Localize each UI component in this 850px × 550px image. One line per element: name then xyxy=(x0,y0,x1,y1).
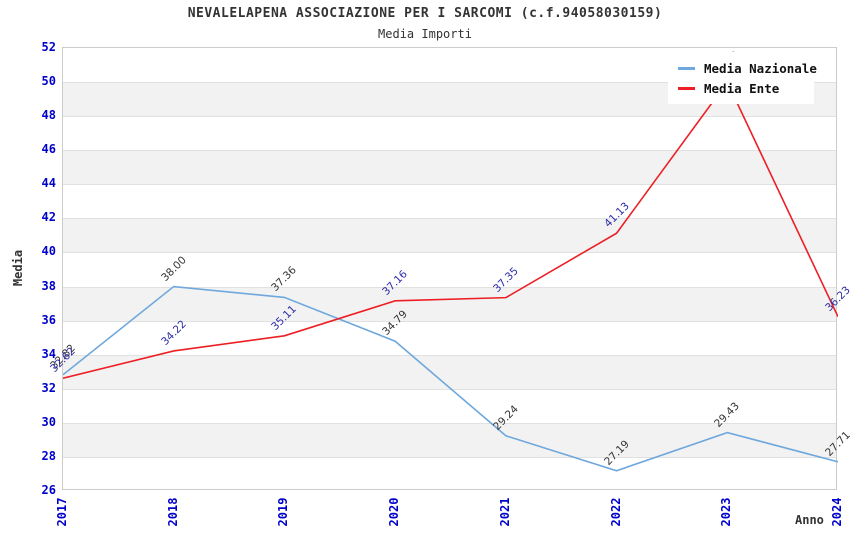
gridline xyxy=(63,150,836,152)
gridline xyxy=(63,82,836,84)
x-tick-label: 2024 xyxy=(830,497,844,527)
x-tick-label: 2021 xyxy=(497,497,512,527)
x-tick-label: 2022 xyxy=(608,497,623,527)
legend-item-media-nazionale: Media Nazionale xyxy=(678,58,817,78)
y-tick-label: 40 xyxy=(41,244,56,259)
gridline xyxy=(63,456,836,458)
chart-title: NEVALELAPENA ASSOCIAZIONE PER I SARCOMI … xyxy=(187,6,663,21)
gridline xyxy=(63,286,836,288)
legend: Media Nazionale Media Ente xyxy=(668,52,817,104)
plot-band xyxy=(63,354,836,389)
y-tick-label: 28 xyxy=(41,448,56,463)
media-ente-line-swatch-icon xyxy=(678,86,695,90)
gridline xyxy=(63,218,836,220)
y-tick-label: 42 xyxy=(41,210,56,225)
y-tick-label: 36 xyxy=(41,312,56,327)
series-line-media-ente xyxy=(63,80,838,379)
series-lines xyxy=(63,80,838,472)
y-tick-label: 38 xyxy=(41,278,56,293)
series-line-media-nazionale xyxy=(63,285,838,472)
x-tick-label: 2020 xyxy=(387,497,402,527)
plot-area xyxy=(62,47,838,490)
plot-band xyxy=(63,150,836,185)
x-tick-label: 2019 xyxy=(276,497,291,527)
y-tick-label: 50 xyxy=(41,74,56,89)
gridline xyxy=(63,354,836,356)
gridline xyxy=(63,388,836,390)
media-nazionale-line-swatch-icon xyxy=(678,66,695,70)
y-tick-label: 48 xyxy=(41,108,56,123)
y-tick-label: 34 xyxy=(41,346,56,361)
gridline xyxy=(63,116,836,118)
gridline xyxy=(63,184,836,186)
gridline xyxy=(63,422,836,424)
y-tick-label: 30 xyxy=(41,414,56,429)
legend-label: Media Nazionale xyxy=(704,60,817,76)
y-tick-label: 26 xyxy=(41,483,56,497)
y-tick-label: 32 xyxy=(41,380,56,395)
x-tick-label: 2018 xyxy=(165,497,180,527)
y-tick-label: 46 xyxy=(41,142,56,157)
plot-band xyxy=(63,286,836,321)
y-tick-label: 52 xyxy=(41,40,56,54)
plot-band xyxy=(63,218,836,253)
y-axis-title: Media xyxy=(11,249,25,287)
chart-subtitle: Media Importi xyxy=(378,27,472,41)
x-tick-label: 2023 xyxy=(719,497,734,527)
gridline xyxy=(63,320,836,322)
x-axis-title: Anno xyxy=(795,513,824,527)
legend-label: Media Ente xyxy=(704,80,780,96)
y-tick-label: 44 xyxy=(41,176,56,191)
x-tick-label: 2017 xyxy=(55,497,69,527)
gridline xyxy=(63,252,836,254)
legend-item-media-ente: Media Ente xyxy=(678,78,806,98)
